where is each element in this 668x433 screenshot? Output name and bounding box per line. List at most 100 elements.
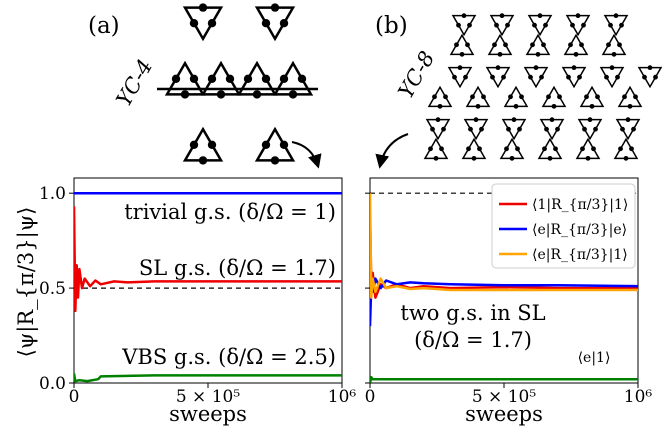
lattice-site xyxy=(270,3,280,12)
plot-b-ticks: 0 5 × 10⁵ 10⁶ xyxy=(365,192,653,407)
plot-a-xlabel: sweeps xyxy=(169,402,247,426)
lattice-site xyxy=(609,65,615,71)
lattice-site xyxy=(553,146,558,152)
lattice-site xyxy=(473,117,479,123)
lattice-site xyxy=(581,22,586,28)
lattice-site xyxy=(571,65,577,71)
lattice-site xyxy=(207,74,217,84)
lattice-site xyxy=(613,13,619,19)
lattice-site xyxy=(642,74,647,80)
lattice-site xyxy=(577,74,582,80)
lattice-site xyxy=(604,74,609,80)
lattice-site xyxy=(437,103,443,109)
xtick-label-a-0: 0 xyxy=(69,387,80,407)
lattice-site xyxy=(544,126,549,132)
lattice-site xyxy=(477,146,482,152)
lattice-site xyxy=(617,42,622,48)
lattice-site xyxy=(497,51,503,57)
lattice-a-name: YC-4 xyxy=(112,55,158,110)
lattice-site xyxy=(593,126,598,132)
lattice-site xyxy=(198,156,208,165)
annotation-overlap: ⟨e|1⟩ xyxy=(578,350,611,366)
lattice-site xyxy=(430,126,435,132)
ytick-label-a-2: 1.0 xyxy=(39,184,66,204)
lattice-site xyxy=(573,51,579,57)
series-line-a-1 xyxy=(74,206,342,313)
lattice-site xyxy=(619,22,624,28)
lattice-site xyxy=(468,126,473,132)
xtick-label-b-2: 10⁶ xyxy=(624,387,653,407)
lattice-site xyxy=(207,18,217,28)
lattice-site xyxy=(585,155,591,161)
lattice-site xyxy=(207,140,217,150)
lattice-site xyxy=(620,126,625,132)
lattice-site xyxy=(189,140,199,150)
lattice-site xyxy=(623,155,629,161)
lattice-site xyxy=(452,74,457,80)
lattice-site xyxy=(171,74,181,84)
lattice-site xyxy=(506,126,511,132)
lattice-site xyxy=(288,90,298,99)
series-line-a-2 xyxy=(74,373,342,383)
lattice-site xyxy=(633,94,638,100)
lattice-site xyxy=(463,74,468,80)
series-line-b-3 xyxy=(370,376,638,383)
lattice-site xyxy=(513,103,519,109)
lattice-site xyxy=(279,140,289,150)
lattice-site xyxy=(435,117,441,123)
lattice-site xyxy=(494,22,499,28)
lattice-site xyxy=(551,103,557,109)
plot-b: 0 5 × 10⁵ 10⁶ two g.s. in SL (δ/Ω = 1.7) ⟨… xyxy=(365,177,653,426)
lattice-site xyxy=(505,22,510,28)
lattice-site xyxy=(279,18,289,28)
lattice-site xyxy=(625,117,631,123)
plot-b-series xyxy=(370,193,638,383)
lattice-site xyxy=(532,22,537,28)
lattice-site xyxy=(629,146,634,152)
lattice-site xyxy=(492,42,497,48)
lattice-site xyxy=(198,3,208,12)
lattice-site xyxy=(647,65,653,71)
lattice-site xyxy=(595,94,600,100)
xtick-label-a-2: 10⁶ xyxy=(328,387,357,407)
lattice-site xyxy=(622,94,627,100)
series-line-b-2 xyxy=(370,193,638,299)
lattice-site xyxy=(591,146,596,152)
plot-a-series xyxy=(74,191,342,383)
lattice-site xyxy=(570,22,575,28)
lattice-site xyxy=(579,42,584,48)
lattice-site xyxy=(606,42,611,48)
lattice-site xyxy=(457,65,463,71)
lattice-site xyxy=(542,146,547,152)
lattice-site xyxy=(481,94,486,100)
lattice-site xyxy=(428,146,433,152)
lattice-site xyxy=(433,155,439,161)
lattice-site xyxy=(261,18,271,28)
lattice-site xyxy=(465,42,470,48)
lattice-site xyxy=(443,94,448,100)
lattice-site xyxy=(467,22,472,28)
lattice-site xyxy=(568,42,573,48)
annotation-vbs: VBS g.s. (δ/Ω = 2.5) xyxy=(121,345,336,369)
lattice-site xyxy=(555,126,560,132)
lattice-site xyxy=(547,155,553,161)
lattice-site xyxy=(582,126,587,132)
plot-a: 0 5 × 10⁵ 10⁶ 0.0 0.5 1.0 trivial g.s. (δ/Ω =… xyxy=(39,177,356,426)
lattice-site xyxy=(566,74,571,80)
lattice-site xyxy=(535,51,541,57)
lattice-site xyxy=(501,74,506,80)
lattice-site xyxy=(441,126,446,132)
lattice-site xyxy=(533,65,539,71)
lattice-site xyxy=(508,94,513,100)
lattice-site xyxy=(517,126,522,132)
arrow-a xyxy=(291,141,322,169)
lattice-site xyxy=(439,146,444,152)
plot-b-xlabel: sweeps xyxy=(465,402,543,426)
lattice-site xyxy=(456,22,461,28)
lattice-site xyxy=(454,42,459,48)
lattice-site xyxy=(189,74,199,84)
lattice-site xyxy=(653,74,658,80)
lattice-site xyxy=(615,74,620,80)
plot-a-ticks: 0 5 × 10⁵ 10⁶ 0.0 0.5 1.0 xyxy=(39,184,356,407)
